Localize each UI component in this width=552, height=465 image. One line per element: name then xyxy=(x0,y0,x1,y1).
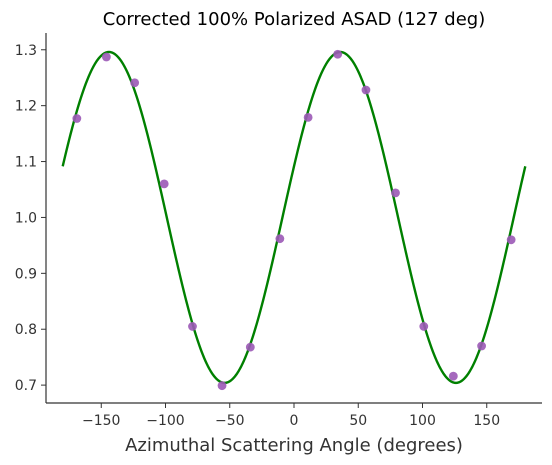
data-point xyxy=(72,114,82,123)
data-point xyxy=(506,235,516,245)
y-tick-label: 0.8 xyxy=(15,322,37,338)
y-tick-label: 0.7 xyxy=(15,378,37,394)
data-point xyxy=(477,341,487,351)
x-tick-label: 100 xyxy=(409,413,436,429)
data-point xyxy=(419,322,429,331)
data-point xyxy=(245,342,255,352)
x-tick-label: 0 xyxy=(290,413,299,429)
fit-curve-layer xyxy=(61,50,527,385)
data-point xyxy=(217,381,227,391)
data-point xyxy=(448,371,458,381)
data-point xyxy=(361,85,371,95)
data-point xyxy=(275,234,285,244)
data-point xyxy=(333,49,343,59)
x-tick-label: −150 xyxy=(82,413,120,429)
data-points-layer xyxy=(72,49,516,391)
fit-curve-line xyxy=(61,50,527,385)
x-tick-label: 50 xyxy=(349,413,367,429)
x-tick-label: 150 xyxy=(473,413,500,429)
data-point xyxy=(391,188,400,198)
data-point xyxy=(303,112,313,122)
y-tick-label: 1.1 xyxy=(15,155,37,171)
data-point xyxy=(101,52,111,62)
y-tick-label: 1.2 xyxy=(15,99,37,115)
y-axis-ticks: 0.7 0.8 0.9 1.0 1.1 1.2 1.3 xyxy=(15,43,46,394)
data-point xyxy=(130,78,140,88)
y-tick-label: 0.9 xyxy=(15,266,37,282)
y-tick-label: 1.0 xyxy=(15,210,37,226)
data-point xyxy=(159,179,169,189)
x-tick-label: −100 xyxy=(146,413,184,429)
y-tick-label: 1.3 xyxy=(15,43,37,59)
data-point xyxy=(188,322,197,331)
x-axis-label: Azimuthal Scattering Angle (degrees) xyxy=(125,435,463,456)
chart-title: Corrected 100% Polarized ASAD (127 deg) xyxy=(103,9,485,30)
x-axis-ticks: −150 −100 −50 0 50 100 150 xyxy=(82,403,500,429)
x-tick-label: −50 xyxy=(215,413,245,429)
